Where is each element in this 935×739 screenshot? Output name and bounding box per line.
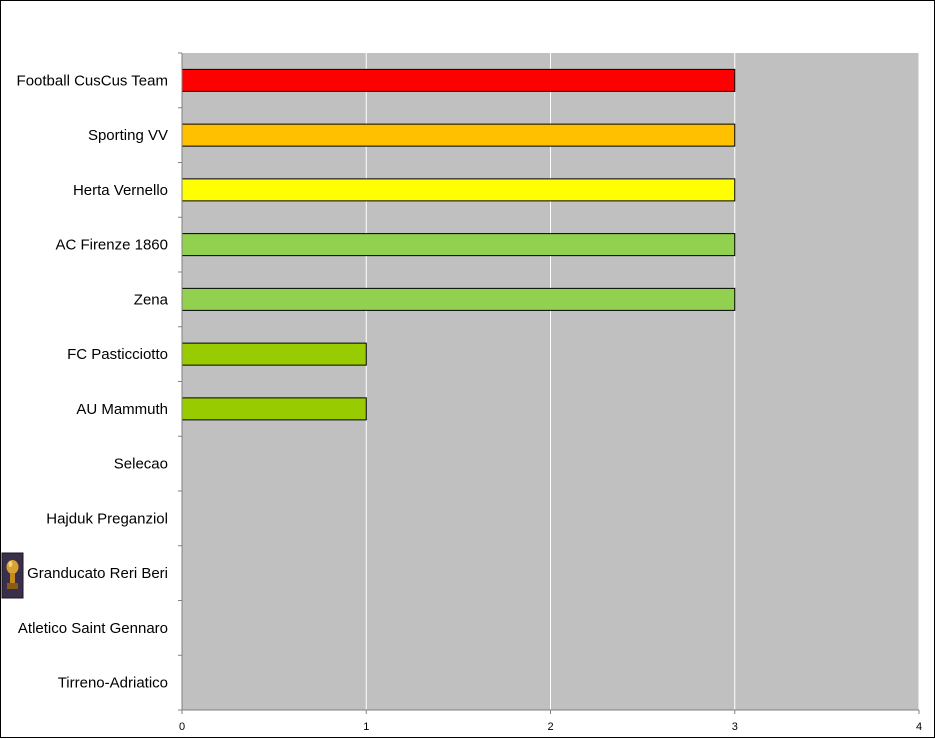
grid-lines xyxy=(365,53,920,710)
category-label: Herta Vernello xyxy=(73,182,168,199)
category-label: Zena xyxy=(134,291,169,308)
category-label: AC Firenze 1860 xyxy=(55,237,168,254)
bar xyxy=(181,68,736,92)
trophy-icon xyxy=(1,552,24,599)
category-label: FC Pasticciotto xyxy=(67,346,168,363)
category-label: Selecao xyxy=(114,456,168,473)
x-tick-label: 4 xyxy=(916,721,922,733)
category-label: Granducato Reri Beri xyxy=(27,565,168,582)
bar xyxy=(181,287,736,311)
bar xyxy=(181,397,367,421)
category-label: AU Mammuth xyxy=(76,401,168,418)
axes xyxy=(178,52,920,714)
category-labels: Football CusCus Team Sporting VV Herta Ver… xyxy=(17,72,169,691)
category-label: Sporting VV xyxy=(88,127,168,144)
x-tick-label: 0 xyxy=(179,721,185,733)
category-label: Hajduk Preganziol xyxy=(46,510,168,527)
bars xyxy=(181,68,736,421)
x-tick-labels: 0 1 2 3 4 xyxy=(179,721,922,733)
category-label: Atletico Saint Gennaro xyxy=(18,620,168,637)
category-label: Tirreno-Adriatico xyxy=(58,675,168,692)
x-tick-label: 1 xyxy=(363,721,369,733)
bar xyxy=(181,233,736,257)
x-tick-label: 2 xyxy=(547,721,553,733)
x-tick-label: 3 xyxy=(732,721,738,733)
category-label: Football CusCus Team xyxy=(17,72,168,89)
bar xyxy=(181,123,736,147)
bar xyxy=(181,178,736,202)
bar xyxy=(181,342,367,366)
